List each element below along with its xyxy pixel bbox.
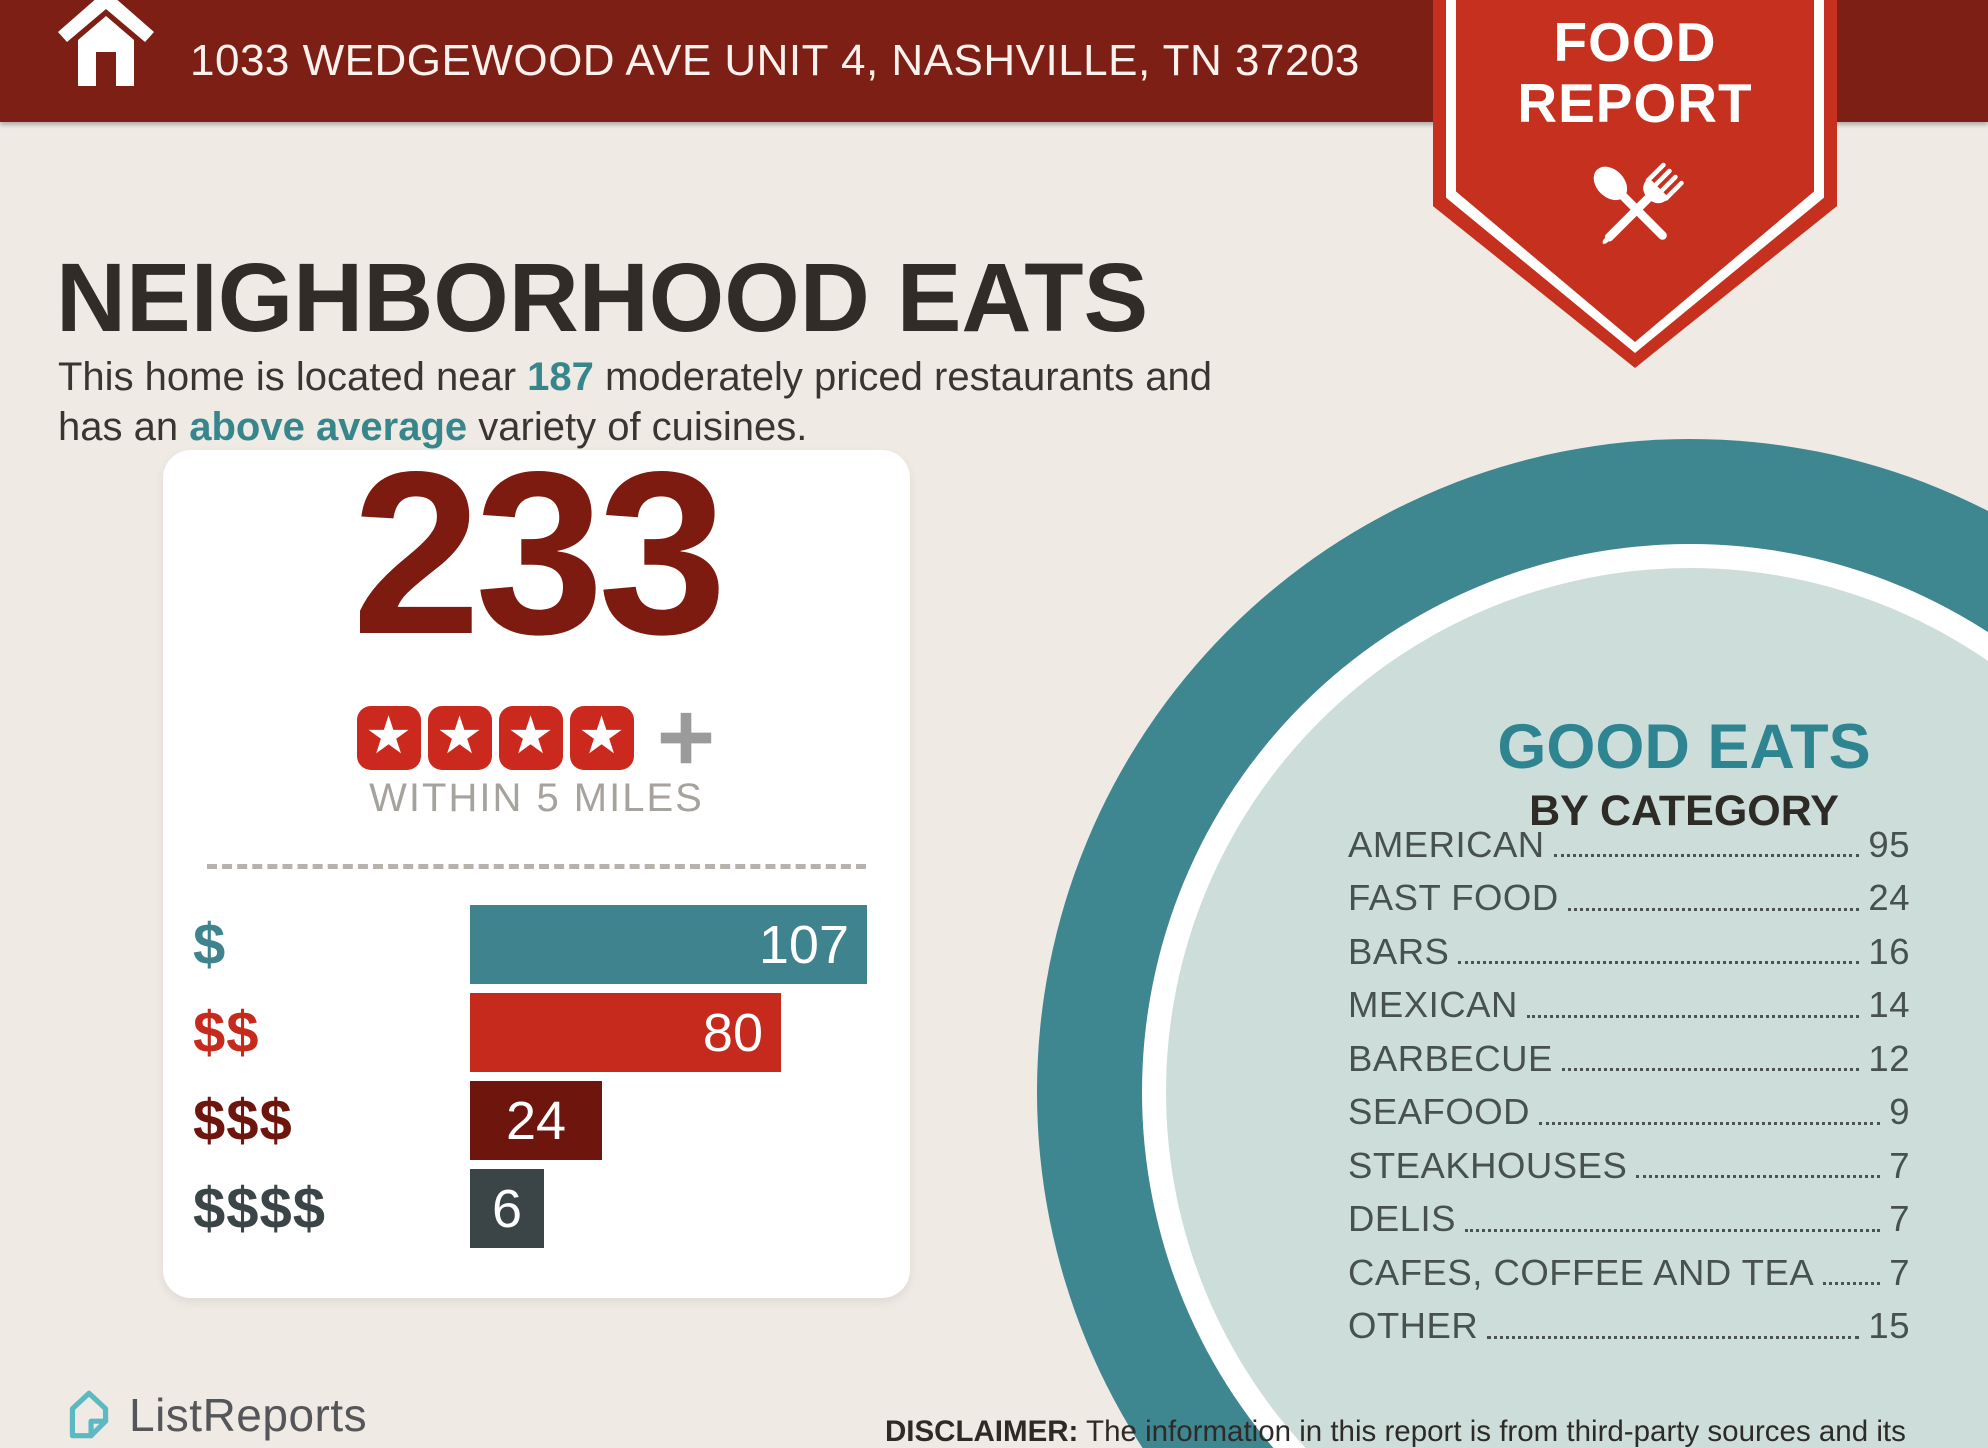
intro-line1-pre: This home is located near [58, 355, 528, 399]
category-list: AMERICAN 95 FAST FOOD 24 BARS 16 MEXICAN 14 … [1348, 818, 1910, 1353]
bar-value: 80 [702, 1002, 763, 1063]
dotted-leader [1561, 1068, 1860, 1072]
star-rating: ★ ★ ★ ★ [163, 706, 910, 770]
badge-title: FOOD REPORT [1433, 12, 1837, 133]
dotted-leader [1567, 907, 1860, 911]
list-item: BARBECUE 12 [1348, 1032, 1910, 1086]
badge-title-line2: REPORT [1517, 71, 1753, 134]
category-value: 14 [1868, 984, 1910, 1026]
bar: 107 [470, 905, 867, 984]
bar: 24 [470, 1081, 602, 1160]
list-item: OTHER 15 [1348, 1300, 1910, 1354]
restaurant-summary-card: 233 ★ ★ ★ ★ WITHIN 5 MILES $ 107 $$ 80 $$$ … [163, 438, 910, 1298]
total-restaurants: 233 [351, 424, 727, 683]
category-label: BARBECUE [1348, 1037, 1553, 1079]
radius-caption: WITHIN 5 MILES [369, 776, 704, 820]
intro-line2-post: variety of cuisines. [467, 405, 808, 450]
bar-value: 24 [505, 1090, 567, 1151]
dotted-leader [1823, 1282, 1881, 1286]
category-value: 24 [1868, 877, 1910, 919]
dotted-leader [1487, 1335, 1860, 1339]
dotted-leader [1636, 1175, 1881, 1179]
list-item: FAST FOOD 24 [1348, 872, 1910, 926]
bar-row: $$$ 24 [163, 1081, 910, 1160]
badge-title-line1: FOOD [1553, 11, 1717, 73]
list-item: MEXICAN 14 [1348, 979, 1910, 1033]
disclaimer-label: DISCLAIMER: [885, 1414, 1079, 1448]
category-label: AMERICAN [1348, 823, 1545, 865]
listreports-logo: ListReports [62, 1386, 367, 1444]
intro-line2-pre: has an [58, 405, 190, 450]
category-label: BARS [1348, 930, 1450, 972]
price-tier-bar-chart: $ 107 $$ 80 $$$ 24 $$$$ 6 [163, 905, 910, 1257]
price-tier-label: $$ [193, 1000, 260, 1065]
star-icon: ★ [427, 706, 492, 770]
page-title: NEIGHBORHOOD EATS [56, 242, 1149, 352]
category-label: MEXICAN [1348, 984, 1518, 1026]
category-value: 7 [1889, 1198, 1910, 1240]
restaurant-count: 187 [527, 355, 594, 399]
category-value: 7 [1889, 1144, 1910, 1186]
dotted-leader [1526, 1014, 1860, 1018]
category-label: SEAFOOD [1348, 1091, 1530, 1133]
dashed-divider [207, 864, 866, 869]
plus-icon [660, 712, 711, 764]
property-address: 1033 WEDGEWOOD AVE UNIT 4, NASHVILLE, TN… [190, 36, 1360, 85]
dotted-leader [1465, 1228, 1881, 1232]
star-icon: ★ [569, 706, 634, 770]
bar-row: $$ 80 [163, 993, 910, 1072]
category-label: DELIS [1348, 1198, 1456, 1240]
intro-text: This home is located near 187 moderately… [58, 352, 1212, 453]
category-label: OTHER [1348, 1305, 1479, 1347]
list-item: DELIS 7 [1348, 1193, 1910, 1247]
star-icon: ★ [356, 706, 421, 770]
category-label: STEAKHOUSES [1348, 1144, 1628, 1186]
bar-row: $ 107 [163, 905, 910, 984]
category-value: 16 [1868, 930, 1910, 972]
category-value: 15 [1868, 1305, 1910, 1347]
category-label: CAFES, COFFEE AND TEA [1348, 1251, 1815, 1293]
category-value: 12 [1868, 1037, 1910, 1079]
list-item: BARS 16 [1348, 925, 1910, 979]
food-report-badge: FOOD REPORT [1433, 0, 1837, 368]
category-value: 7 [1889, 1251, 1910, 1293]
brand-name: ListReports [129, 1389, 368, 1441]
dotted-leader [1458, 961, 1860, 965]
intro-line1-post: moderately priced restaurants and [593, 355, 1212, 399]
disclaimer-line1: The information in this report is from t… [1078, 1414, 1906, 1448]
intro-highlight: above average [189, 405, 468, 450]
bar-row: $$$$ 6 [163, 1169, 910, 1248]
list-item: SEAFOOD 9 [1348, 1086, 1910, 1140]
bar: 6 [470, 1169, 544, 1248]
bar: 80 [470, 993, 781, 1072]
price-tier-label: $$$ [193, 1088, 293, 1153]
price-tier-label: $ [193, 912, 227, 977]
dotted-leader [1538, 1121, 1881, 1125]
disclaimer-text: DISCLAIMER: The information in this repo… [885, 1412, 1945, 1448]
price-tier-label: $$$$ [193, 1176, 327, 1241]
list-item: STEAKHOUSES 7 [1348, 1139, 1910, 1193]
good-eats-subtitle: BY CATEGORY [1529, 787, 1839, 835]
star-icon: ★ [498, 706, 563, 770]
crossed-spoon-fork-icon [1593, 162, 1684, 245]
bar-value: 107 [758, 914, 849, 975]
good-eats-title: GOOD EATS [1497, 712, 1871, 782]
list-item: AMERICAN 95 [1348, 818, 1910, 872]
bar-value: 6 [491, 1178, 523, 1239]
category-value: 9 [1889, 1091, 1910, 1133]
category-value: 95 [1868, 823, 1910, 865]
category-label: FAST FOOD [1348, 877, 1559, 919]
listreports-house-icon [69, 1390, 109, 1439]
dotted-leader [1553, 854, 1860, 858]
home-icon [58, 0, 154, 86]
list-item: CAFES, COFFEE AND TEA 7 [1348, 1246, 1910, 1300]
